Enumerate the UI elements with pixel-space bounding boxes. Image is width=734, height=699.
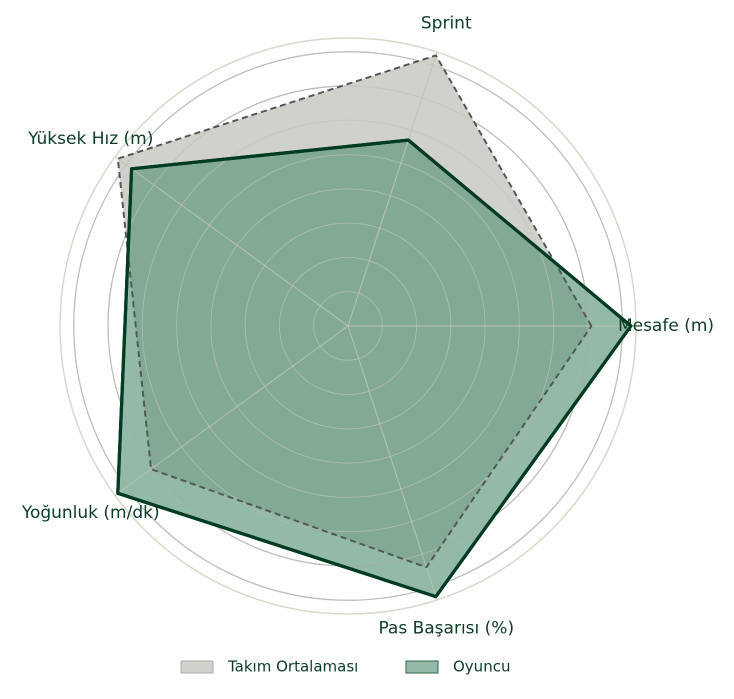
- axis-label: Yoğunluk (m/dk): [21, 503, 160, 523]
- radar-outline: [116, 54, 593, 569]
- grid-ring-overlay: [313, 291, 383, 361]
- grid-ring-overlay: [176, 154, 520, 498]
- legend-swatch: [405, 660, 439, 674]
- grid-ring-overlay: [210, 188, 486, 464]
- grid-ring-overlay: [107, 85, 589, 567]
- legend-text: Oyuncu: [453, 658, 510, 676]
- grid-ring-overlay: [244, 222, 452, 430]
- legend-text: Takım Ortalaması: [227, 658, 358, 676]
- axis-label: Sprint: [421, 14, 472, 34]
- grid-ring-overlay: [278, 256, 418, 396]
- grid-ring-overlay: [141, 119, 555, 533]
- legend-swatch: [180, 660, 214, 674]
- axis-label: Mesafe (m): [618, 316, 714, 336]
- axis-label: Yüksek Hız (m): [27, 129, 153, 149]
- grid-ring-overlay: [73, 51, 623, 601]
- radar-outline: [116, 138, 633, 599]
- axis-label: Pas Başarısı (%): [378, 618, 514, 638]
